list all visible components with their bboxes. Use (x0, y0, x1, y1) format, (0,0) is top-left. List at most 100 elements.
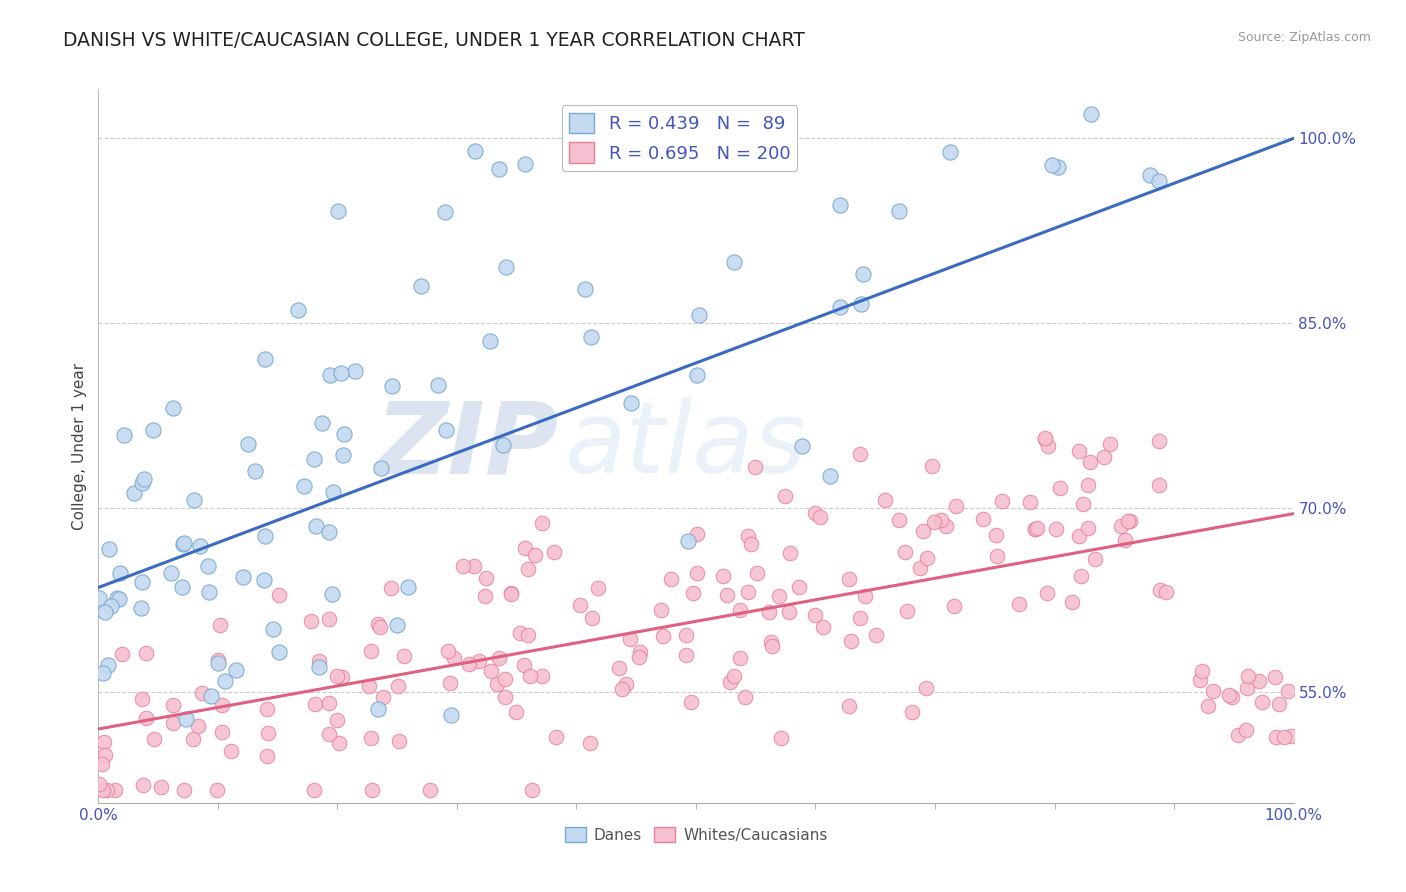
Point (574, 282, 596, 296)
Point (93, 734, 115, 748)
Point (360, 731, 382, 745)
Point (810, 510, 832, 524)
Point (686, 566, 709, 581)
Point (451, 559, 474, 574)
Point (107, 592, 129, 607)
Point (737, 585, 759, 599)
Point (543, 544, 565, 558)
Point (256, 702, 278, 716)
Point (367, 616, 389, 631)
Point (1277, 684, 1299, 698)
Point (851, 297, 873, 311)
Point (131, 476, 153, 491)
Point (568, 598, 591, 612)
Point (411, 279, 433, 293)
Point (326, 204, 349, 219)
Point (1040, 158, 1063, 172)
Point (986, 549, 1008, 563)
Point (620, 396, 643, 410)
Point (675, 628, 697, 642)
Point (333, 427, 356, 442)
Point (187, 719, 209, 733)
Point (91, 783, 114, 797)
Point (759, 635, 782, 649)
Point (1114, 533, 1136, 547)
Point (253, 528, 276, 542)
Point (770, 731, 793, 746)
Point (887, 513, 910, 527)
Point (292, 479, 315, 493)
Point (183, 492, 205, 507)
Point (488, 162, 510, 177)
Point (609, 661, 631, 675)
Point (208, 617, 231, 632)
Point (332, 448, 354, 462)
Point (370, 461, 392, 475)
Point (96, 783, 118, 797)
Point (519, 669, 541, 683)
Point (1202, 683, 1225, 698)
Point (443, 650, 465, 665)
Point (1234, 723, 1257, 737)
Point (488, 651, 510, 665)
Point (100, 599, 122, 613)
Point (398, 580, 420, 594)
Point (1237, 669, 1260, 683)
Point (1045, 522, 1067, 536)
Point (367, 702, 389, 716)
Point (614, 677, 637, 691)
Point (1067, 529, 1090, 543)
Point (200, 690, 222, 704)
Point (915, 681, 938, 695)
Point (170, 580, 193, 594)
Point (495, 260, 517, 275)
Point (688, 309, 710, 323)
Point (254, 351, 277, 366)
Point (1188, 673, 1211, 687)
Point (896, 604, 918, 618)
Point (1249, 673, 1271, 688)
Point (1084, 552, 1107, 566)
Point (972, 512, 994, 526)
Point (326, 669, 349, 683)
Point (737, 528, 759, 542)
Point (1025, 521, 1047, 535)
Point (610, 682, 633, 697)
Point (439, 676, 461, 690)
Point (1268, 697, 1291, 711)
Point (475, 571, 498, 585)
Point (679, 695, 702, 709)
Point (318, 368, 340, 382)
Point (257, 726, 280, 740)
Point (675, 648, 697, 662)
Point (619, 632, 641, 647)
Text: ZIP: ZIP (375, 398, 558, 494)
Point (659, 572, 682, 586)
Point (253, 574, 276, 588)
Point (1236, 681, 1258, 695)
Point (1008, 597, 1031, 611)
Point (509, 626, 531, 640)
Point (849, 611, 872, 625)
Point (1116, 514, 1139, 528)
Point (214, 673, 236, 688)
Point (162, 716, 184, 731)
Point (991, 493, 1014, 508)
Point (371, 690, 394, 704)
Point (104, 783, 127, 797)
Point (579, 329, 602, 343)
Point (505, 705, 527, 719)
Point (761, 639, 783, 653)
Point (256, 748, 278, 763)
Point (132, 472, 155, 486)
Point (90, 756, 112, 771)
Point (159, 566, 181, 580)
Point (305, 519, 328, 533)
Point (1227, 728, 1250, 742)
Point (302, 783, 325, 797)
Point (436, 644, 458, 658)
Point (1218, 688, 1240, 702)
Point (198, 584, 221, 599)
Point (131, 574, 153, 589)
Point (546, 730, 568, 744)
